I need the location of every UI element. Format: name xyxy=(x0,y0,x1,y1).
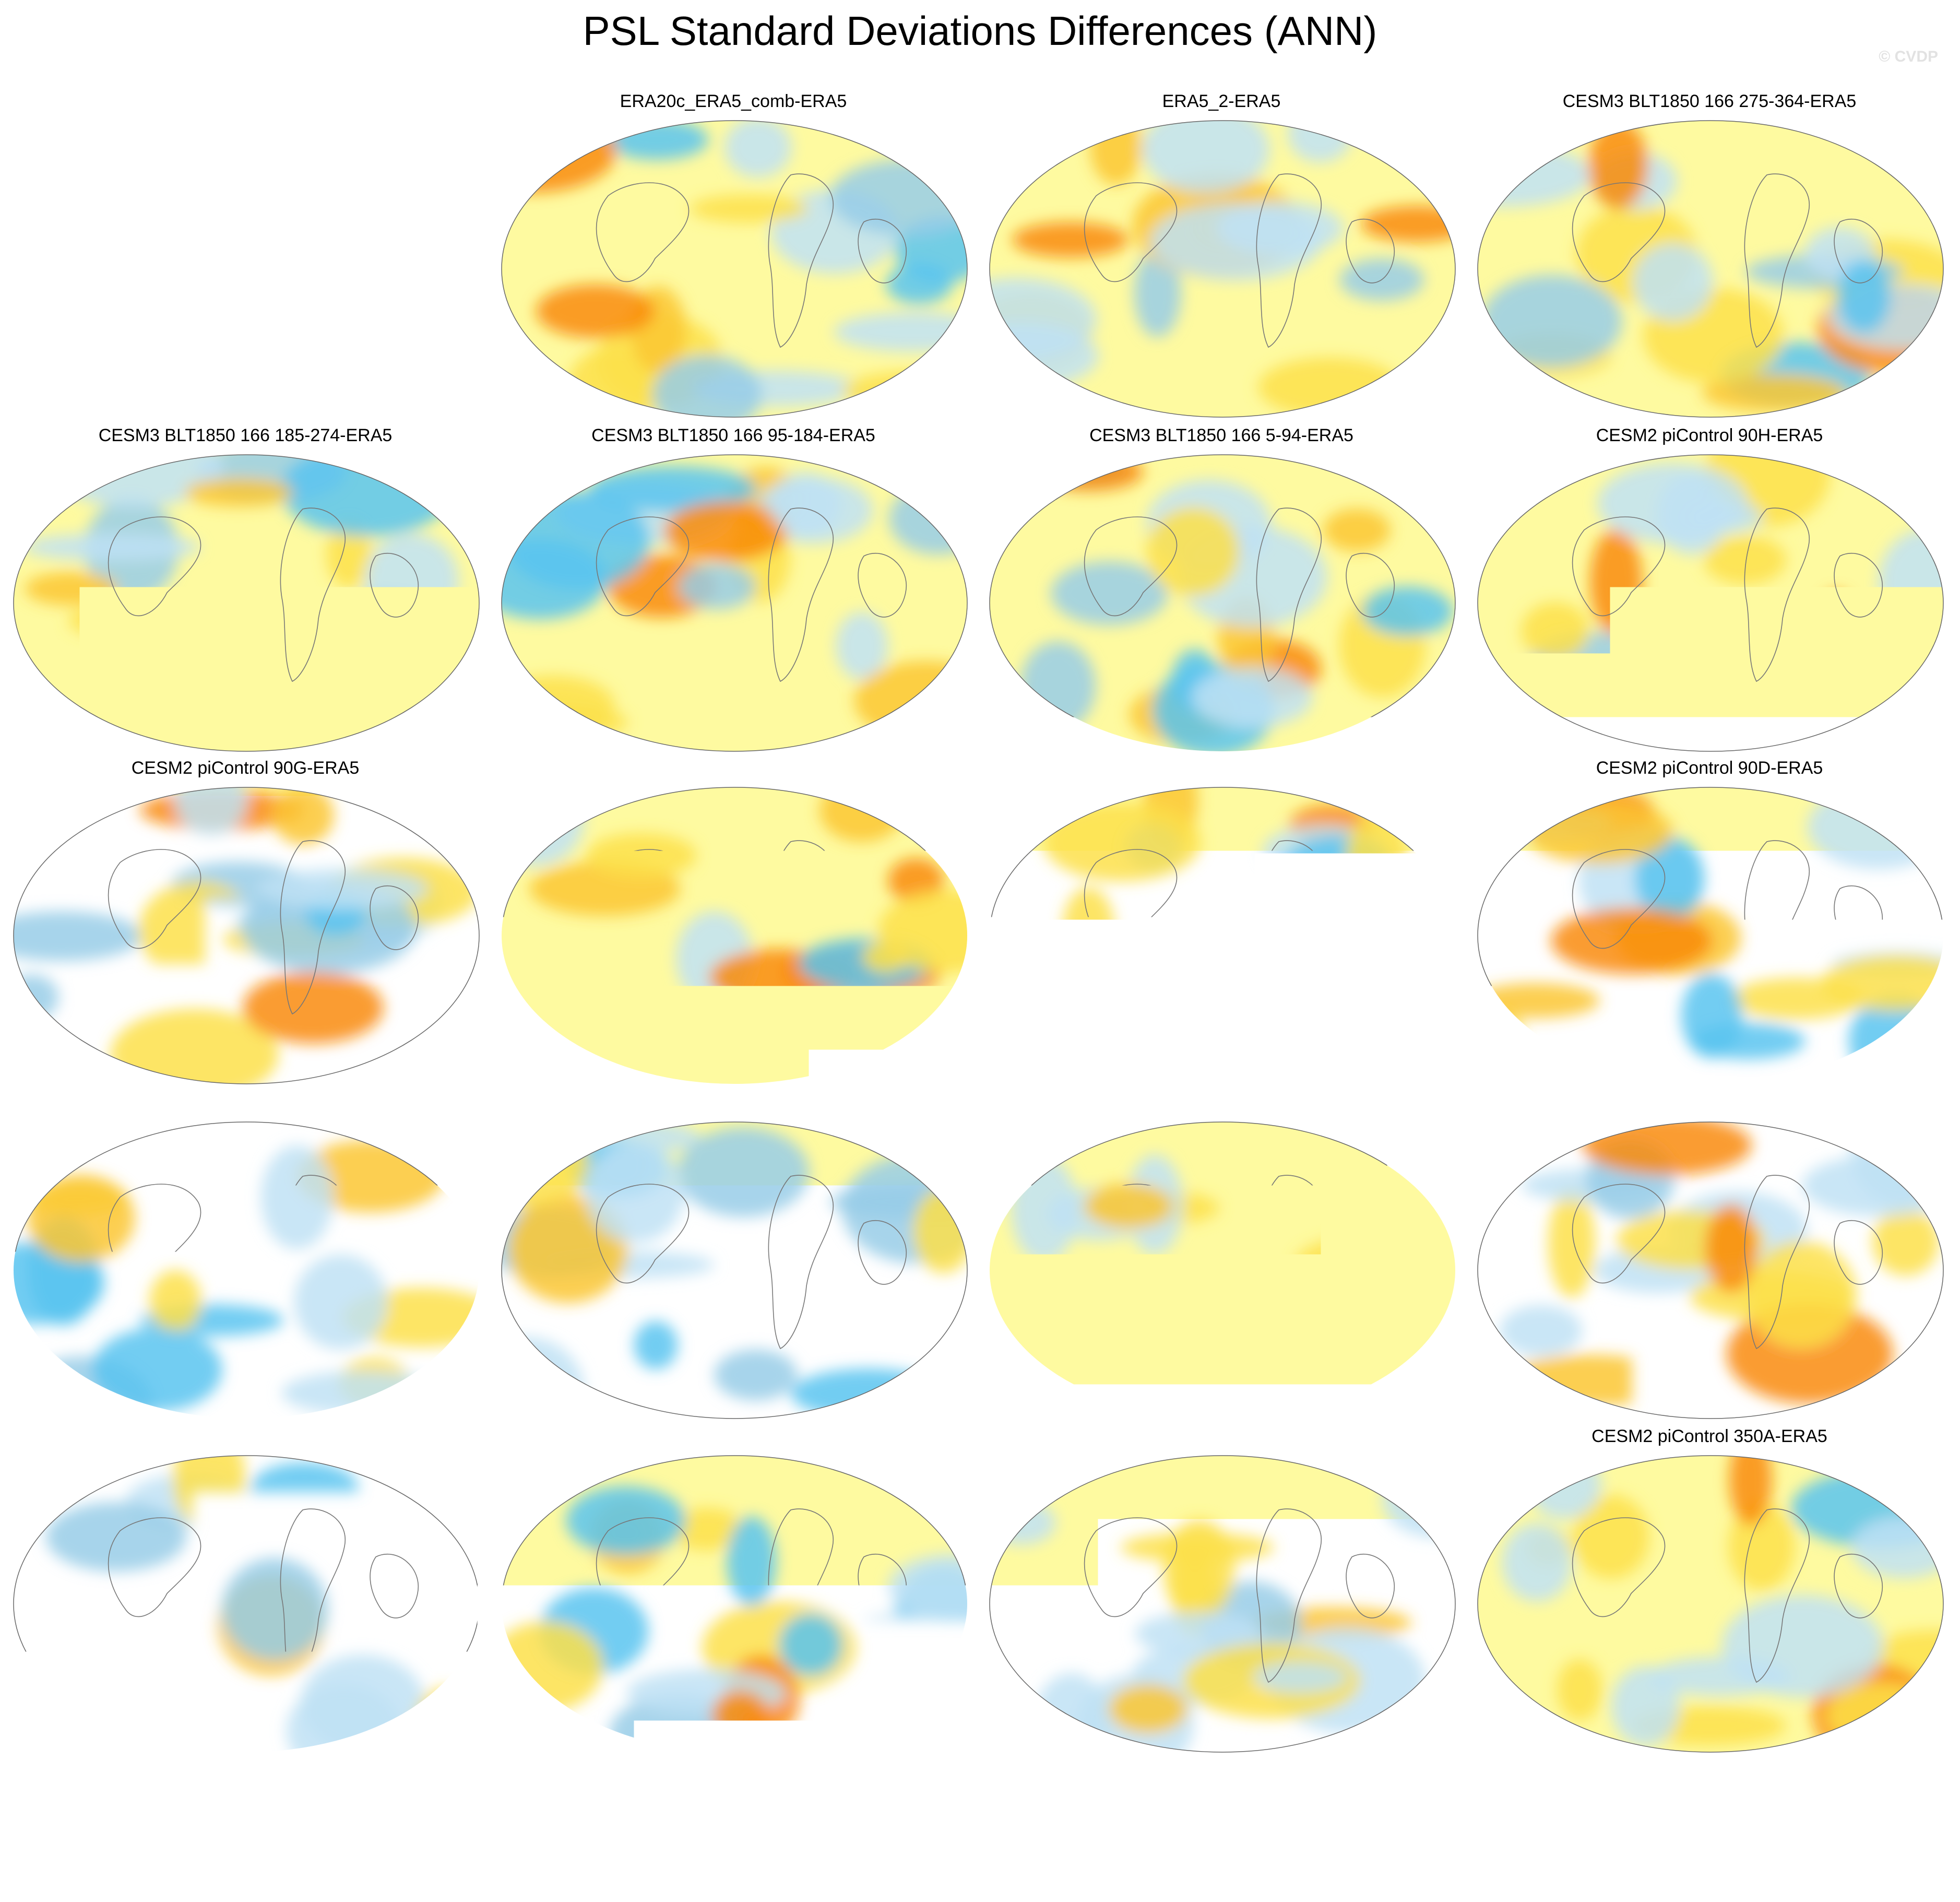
map-panel: CESM2 piControl 90F-ERA5 xyxy=(493,758,973,1092)
map-panel: ERA5_2-ERA5 xyxy=(981,91,1462,426)
map-panel: CESM3 BLT1850 166 15-364-ERA5 xyxy=(1469,1093,1950,1427)
colorbar-box xyxy=(579,1790,636,1818)
map-field xyxy=(1475,117,1955,420)
map-panel: CESM3 BLT1850 166 95-184-ERA5 xyxy=(493,426,973,760)
panel-title: ERA5_2-ERA5 xyxy=(981,91,1462,112)
chart-title: PSL Standard Deviations Differences (ANN… xyxy=(0,7,1960,55)
map-field xyxy=(498,784,979,1087)
map-panel: CESM2 piControl 350C-ERA5 xyxy=(493,1426,973,1761)
map-field xyxy=(498,1119,979,1422)
map-panel: CESM2 piControl 90E-ERA5 xyxy=(981,758,1462,1092)
colorbar-box xyxy=(1382,1790,1439,1818)
colorbar-box xyxy=(1496,1790,1554,1818)
colorbar-box xyxy=(465,1790,522,1818)
panel-title: CESM2 piControl 350A-ERA5 xyxy=(1469,1426,1950,1447)
colorbar-tick-label: 1.2 xyxy=(1304,1824,1346,1859)
colorbar-units-label: hPa xyxy=(0,1859,1960,1894)
map-panel: CESM2 piControl 350B-ERA5 xyxy=(981,1426,1462,1761)
panel-title: CESM2 piControl 90E-ERA5 xyxy=(981,758,1462,778)
colorbar-tick-label: 1.6 xyxy=(1419,1824,1461,1859)
map-field xyxy=(498,117,979,420)
colorbar-box xyxy=(866,1790,923,1818)
map-panel: CESM2 piControl 90D-ERA5 xyxy=(1469,758,1950,1092)
map-field xyxy=(987,784,1467,1087)
colorbar-box xyxy=(809,1790,866,1818)
map-field xyxy=(1475,784,1955,1087)
map-panel: CESM2 piControl 90B-ERA5 xyxy=(493,1093,973,1427)
map-field xyxy=(10,1452,491,1755)
panel-title: CESM3 BLT1850 166 5-94-ERA5 xyxy=(981,426,1462,446)
map-field xyxy=(987,117,1467,420)
map-panel: CESM2 piControl 90H-ERA5 xyxy=(1469,426,1950,760)
map-panel: CESM2 piControl 350A-ERA5 xyxy=(1469,1426,1950,1761)
map-panel: CESM2 piControl 90A-ERA5 xyxy=(981,1093,1462,1427)
panel-title: CESM2 piControl 90G-ERA5 xyxy=(5,758,485,778)
map-field xyxy=(498,452,979,754)
panel-title: CESM3 BLT1850 166 185-274-ERA5 xyxy=(5,426,485,446)
map-field xyxy=(987,1119,1467,1422)
panel-title: CESM2 piControl 90C-ERA5 xyxy=(5,1093,485,1113)
panel-title: CESM2 piControl 90F-ERA5 xyxy=(493,758,973,778)
colorbar-box xyxy=(1554,1790,1611,1818)
colorbar-tick-label: 0.8 xyxy=(1189,1824,1231,1859)
colorbar-tick-label: -2 xyxy=(393,1824,420,1859)
colorbar-box xyxy=(522,1790,579,1818)
panel-title: CESM2 piControl 90B-ERA5 xyxy=(493,1093,973,1113)
colorbar-box xyxy=(694,1790,751,1818)
colorbar-box xyxy=(1325,1790,1382,1818)
colorbar-box xyxy=(923,1790,981,1818)
panel-title: CESM3 BLT1850 166 15-364-ERA5 xyxy=(1469,1093,1950,1113)
colorbar-tick-label: -0.4 xyxy=(839,1824,892,1859)
colorbar-box xyxy=(1267,1790,1325,1818)
colorbar-box xyxy=(1153,1790,1210,1818)
panel-title: CESM2 piControl 350D-ERA5 xyxy=(5,1426,485,1447)
colorbar-tick-label: 2 xyxy=(1546,1824,1563,1859)
colorbar-box xyxy=(1095,1790,1153,1818)
panel-title: CESM2 piControl 350B-ERA5 xyxy=(981,1426,1462,1447)
panel-title: CESM2 piControl 90H-ERA5 xyxy=(1469,426,1950,446)
panel-title: CESM3 BLT1850 166 95-184-ERA5 xyxy=(493,426,973,446)
colorbar-box xyxy=(350,1790,407,1818)
map-field xyxy=(987,1452,1467,1755)
colorbar-tick-label: 0 xyxy=(972,1824,989,1859)
panel-title: CESM2 piControl 90A-ERA5 xyxy=(981,1093,1462,1113)
map-field xyxy=(987,452,1467,754)
map-field xyxy=(10,1119,491,1422)
colorbar-box xyxy=(751,1790,809,1818)
map-field xyxy=(1475,1452,1955,1755)
panel-title: CESM3 BLT1850 166 275-364-ERA5 xyxy=(1469,91,1950,112)
colorbar-box xyxy=(407,1790,465,1818)
map-panel: CESM3 BLT1850 166 5-94-ERA5 xyxy=(981,426,1462,760)
map-field xyxy=(10,452,491,754)
colorbar-tick-label: -1.6 xyxy=(495,1824,547,1859)
map-panel: CESM3 BLT1850 166 275-364-ERA5 xyxy=(1469,91,1950,426)
colorbar-tick-label: -0.8 xyxy=(724,1824,777,1859)
colorbar-box xyxy=(1210,1790,1267,1818)
colorbar-box xyxy=(980,1790,1038,1818)
map-panel: CESM2 piControl 90C-ERA5 xyxy=(5,1093,485,1427)
panel-title: CESM2 piControl 90D-ERA5 xyxy=(1469,758,1950,778)
colorbar-tick-label: 0.4 xyxy=(1074,1824,1116,1859)
colorbar-box xyxy=(1038,1790,1095,1818)
map-panel: CESM3 BLT1850 166 185-274-ERA5 xyxy=(5,426,485,760)
map-field xyxy=(10,784,491,1087)
colorbar-box xyxy=(636,1790,694,1818)
colorbar xyxy=(349,1789,1612,1820)
watermark: © CVDP xyxy=(1879,48,1938,66)
map-field xyxy=(1475,452,1955,754)
map-field xyxy=(1475,1119,1955,1422)
colorbar-box xyxy=(1439,1790,1496,1818)
map-panel: CESM2 piControl 90G-ERA5 xyxy=(5,758,485,1092)
map-panel: CESM2 piControl 350D-ERA5 xyxy=(5,1426,485,1761)
colorbar-tick-label: -1.2 xyxy=(610,1824,662,1859)
panel-title: CESM2 piControl 350C-ERA5 xyxy=(493,1426,973,1447)
map-field xyxy=(498,1452,979,1755)
map-panel: ERA20c_ERA5_comb-ERA5 xyxy=(493,91,973,426)
panel-title: ERA20c_ERA5_comb-ERA5 xyxy=(493,91,973,112)
